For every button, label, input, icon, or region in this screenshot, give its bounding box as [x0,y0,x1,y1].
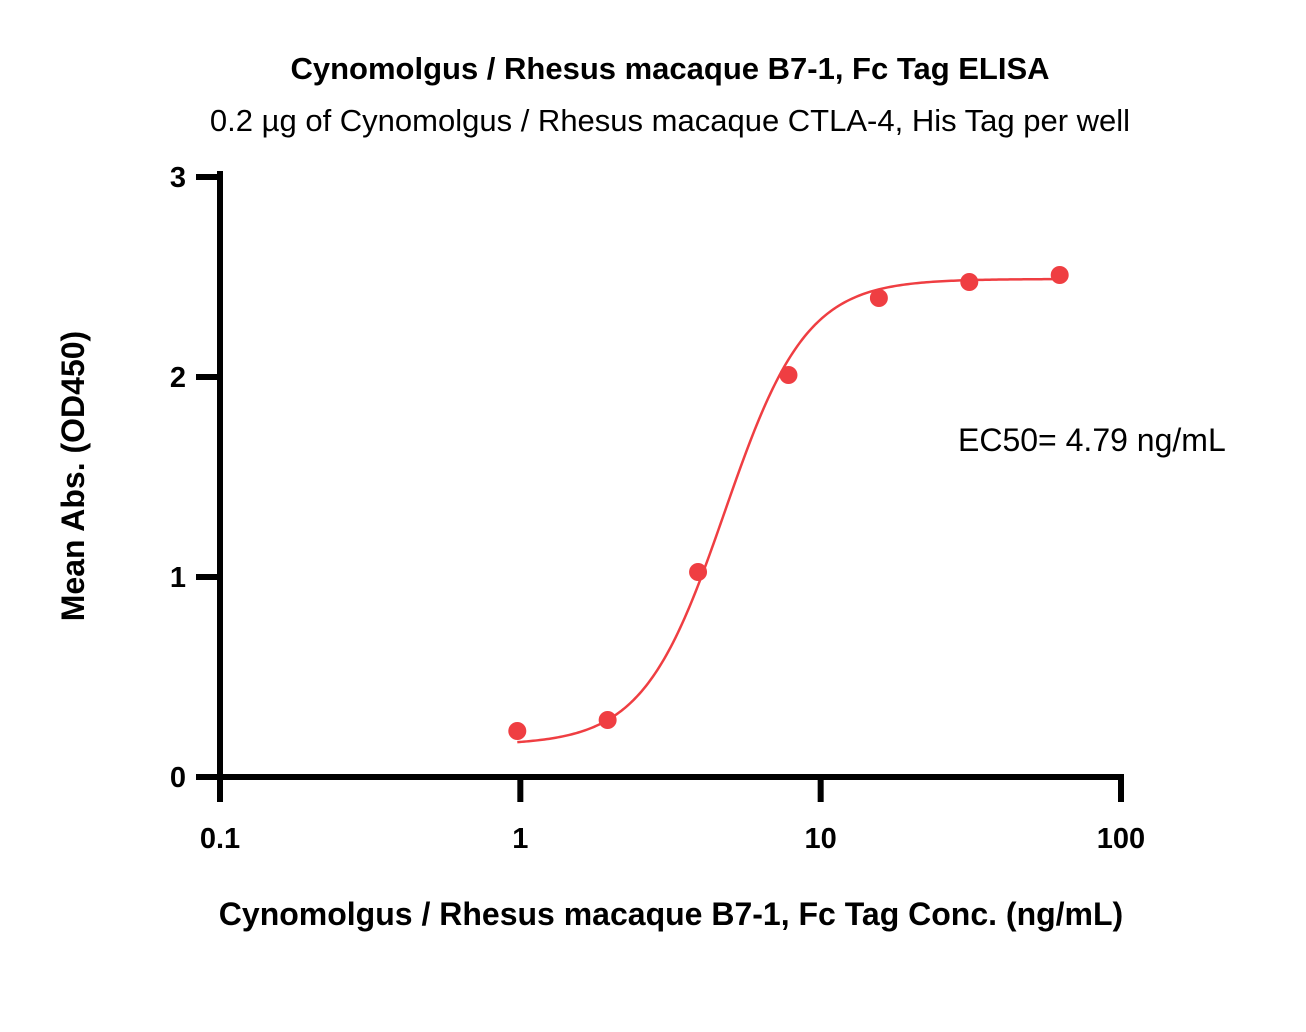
data-point [869,289,888,307]
data-point [779,366,798,384]
data-point [1050,266,1069,284]
chart-title: Cynomolgus / Rhesus macaque B7-1, Fc Tag… [290,51,1049,86]
data-point [508,722,527,740]
axes [217,171,1124,781]
data-point [960,273,979,291]
fit-curve [517,277,1060,744]
y-tick-label: 1 [170,562,186,594]
y-axis-label: Mean Abs. (OD450) [55,331,91,621]
x-tick-label: 10 [805,823,837,855]
data-point [689,563,708,581]
x-axis-label: Cynomolgus / Rhesus macaque B7-1, Fc Tag… [219,896,1123,932]
chart-subtitle: 0.2 µg of Cynomolgus / Rhesus macaque CT… [210,103,1130,138]
x-tick-label: 0.1 [200,823,240,855]
x-tick-label: 100 [1097,823,1145,855]
y-ticks: 0 1 2 3 [170,162,220,794]
y-tick-label: 0 [170,762,186,794]
y-tick-label: 3 [170,162,186,194]
y-tick-label: 2 [170,362,186,394]
data-points [508,266,1069,740]
x-tick-label: 1 [512,823,528,855]
ec50-annotation: EC50= 4.79 ng/mL [958,422,1226,458]
data-point [598,711,617,729]
x-ticks: 0.1 1 10 100 [200,777,1145,855]
